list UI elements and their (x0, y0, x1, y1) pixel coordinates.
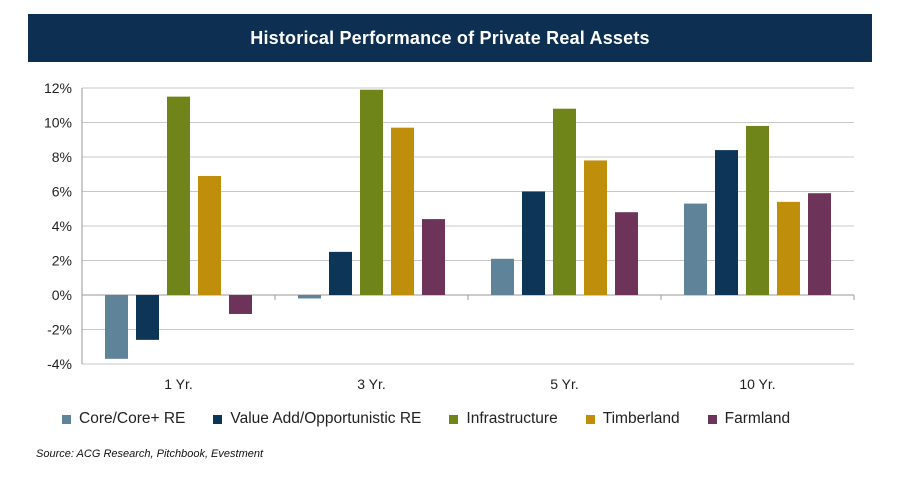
bar (136, 295, 159, 340)
bar (105, 295, 128, 359)
x-tick-label: 1 Yr. (164, 376, 193, 392)
legend-item: Core/Core+ RE (62, 410, 185, 428)
legend-swatch (707, 414, 717, 424)
x-tick-label: 10 Yr. (739, 376, 775, 392)
legend-item: Value Add/Opportunistic RE (213, 410, 421, 428)
bar (684, 203, 707, 295)
y-tick-label: 12% (44, 80, 72, 96)
y-tick-label: 4% (52, 218, 72, 234)
y-tick-label: -4% (47, 356, 72, 372)
bar-chart: -4% -2% 0% 2% 4% 6% 8% 10% 12% 1 Yr. 3 Yr. 5 Yr. 10 … (44, 80, 855, 392)
legend-label: Value Add/Opportunistic RE (230, 410, 422, 427)
bar (229, 295, 252, 314)
legend-swatch (449, 414, 459, 424)
legend-label: Core/Core+ RE (79, 410, 186, 427)
legend-label: Timberland (602, 410, 680, 427)
y-tick-label: 2% (52, 253, 72, 269)
bar (584, 160, 607, 295)
bar (553, 108, 576, 295)
y-tick-label: 10% (44, 115, 72, 131)
bar (167, 96, 190, 295)
bar (329, 251, 352, 295)
legend-swatch (585, 414, 595, 424)
x-tick-label: 5 Yr. (550, 376, 579, 392)
x-tick-label: 3 Yr. (357, 376, 386, 392)
bar (198, 175, 221, 295)
legend-label: Infrastructure (466, 410, 558, 427)
bar (715, 150, 738, 295)
bar (491, 258, 514, 295)
bar (298, 295, 321, 299)
y-tick-label: -2% (47, 322, 72, 338)
legend-item: Timberland (585, 410, 680, 428)
legend-swatch (213, 414, 223, 424)
legend-item: Farmland (707, 410, 791, 428)
y-tick-label: 8% (52, 149, 72, 165)
chart-legend: Core/Core+ RE Value Add/Opportunistic RE I… (62, 410, 818, 428)
y-tick-label: 0% (52, 287, 72, 303)
bar (522, 191, 545, 295)
bar (391, 127, 414, 295)
legend-swatch (62, 414, 71, 424)
bar (422, 219, 445, 295)
bar (808, 193, 831, 295)
bar (360, 89, 383, 295)
legend-label: Farmland (724, 410, 791, 427)
bar (746, 125, 769, 295)
bar (615, 212, 638, 295)
source-note: Source: ACG Research, Pitchbook, Evestme… (36, 448, 264, 460)
chart-title-bar: Historical Performance of Private Real A… (28, 14, 872, 62)
bar (777, 201, 800, 295)
chart-title: Historical Performance of Private Real A… (250, 27, 650, 48)
legend-item: Infrastructure (449, 410, 558, 428)
y-tick-label: 6% (52, 184, 72, 200)
